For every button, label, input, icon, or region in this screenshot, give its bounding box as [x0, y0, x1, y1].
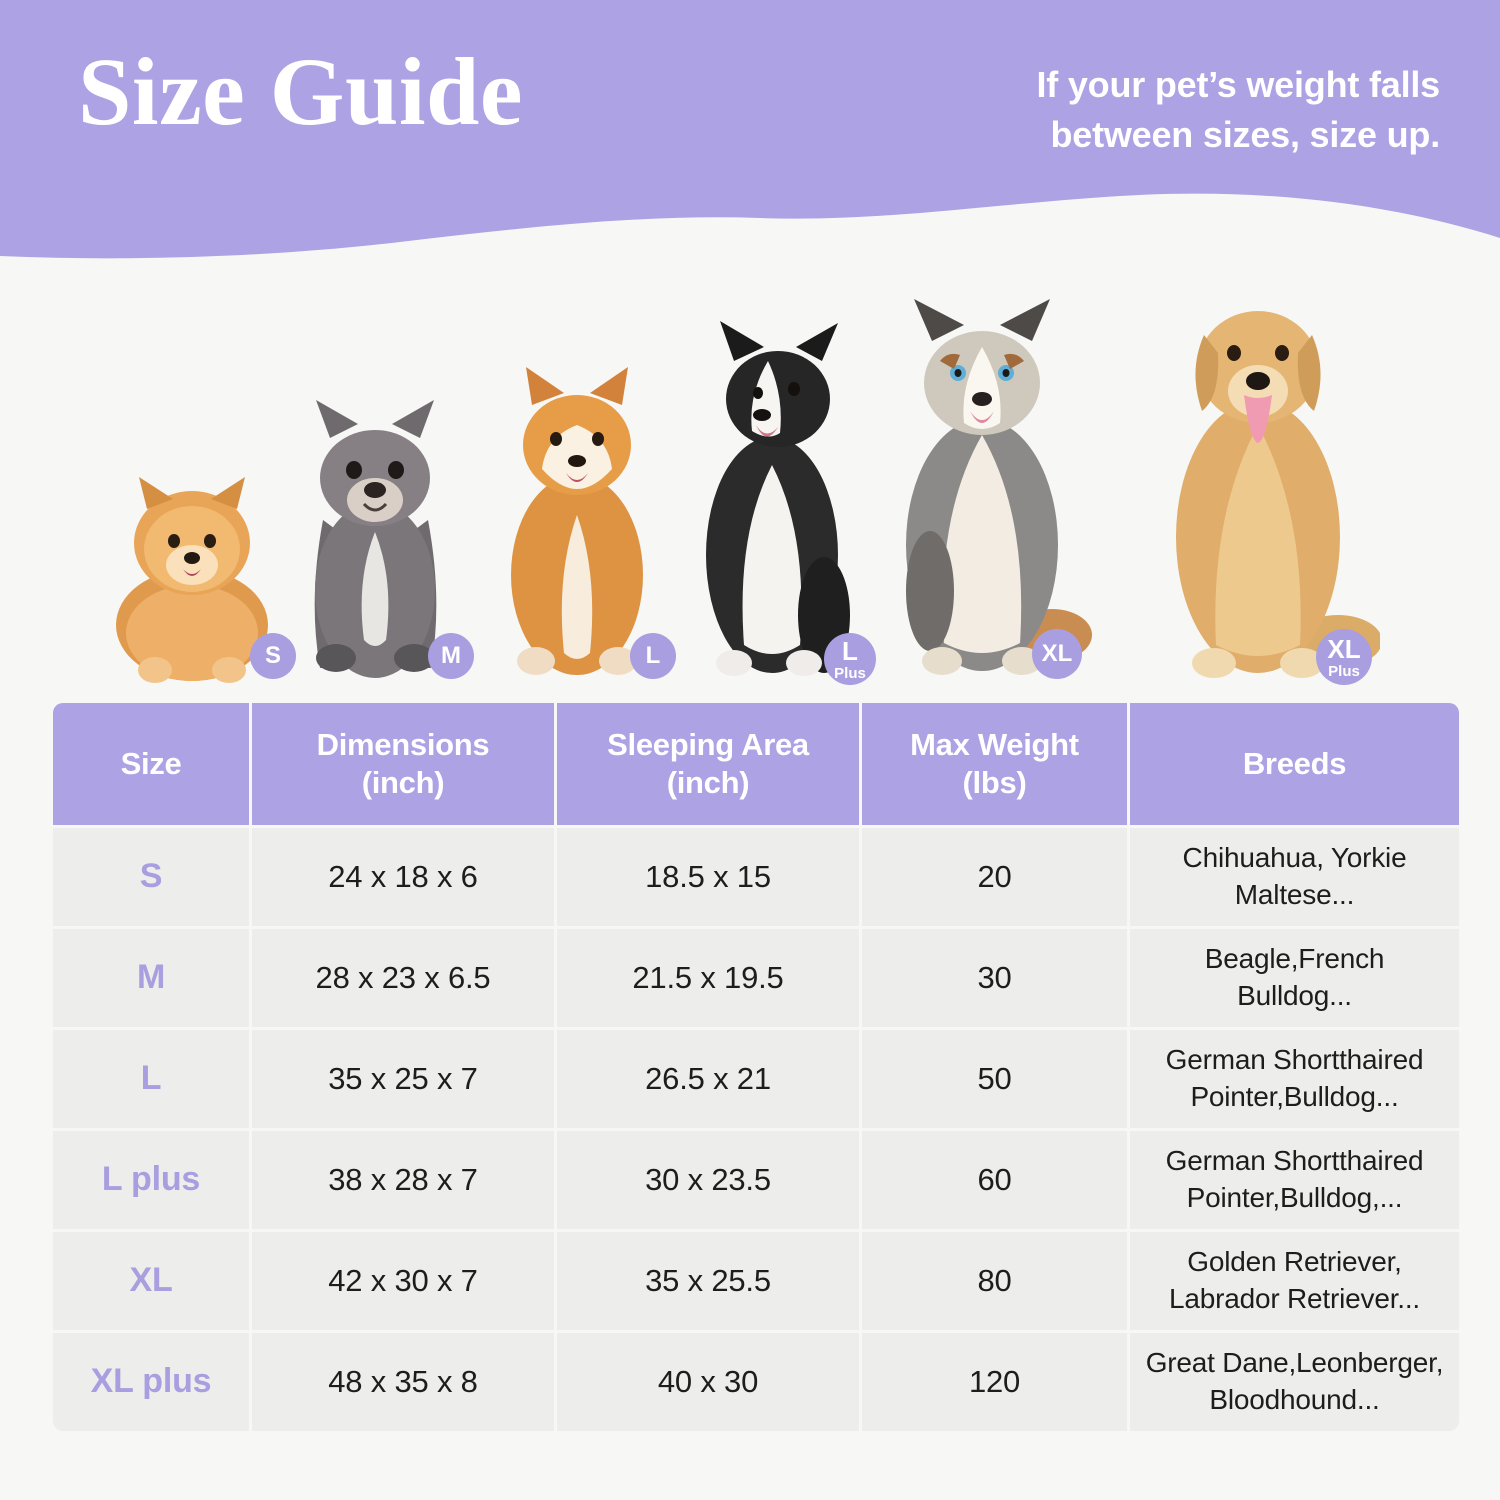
column-header-size: Size	[53, 703, 249, 825]
table-row: S 24 x 18 x 6 18.5 x 15 20 Chihuahua, Yo…	[53, 828, 1459, 926]
column-header-sleeping-area-line1: Sleeping Area	[607, 727, 809, 763]
column-header-max-weight-line1: Max Weight	[910, 727, 1079, 763]
column-header-dimensions-line1: Dimensions	[316, 727, 490, 763]
cell-size: L plus	[53, 1131, 249, 1229]
border-collie-illustration	[706, 321, 850, 676]
column-header-dimensions: Dimensions (inch)	[252, 703, 554, 825]
cell-max-weight: 120	[862, 1333, 1127, 1431]
cell-breeds: Golden Retriever, Labrador Retriever...	[1130, 1232, 1459, 1330]
column-header-max-weight-line2: (lbs)	[962, 765, 1027, 800]
cell-max-weight: 30	[862, 929, 1127, 1027]
dog-french-bulldog: M	[278, 400, 474, 685]
golden-retriever-illustration	[1176, 311, 1380, 678]
size-badge-l-plus: L Plus	[824, 633, 876, 685]
cell-max-weight: 20	[862, 828, 1127, 926]
column-header-dimensions-line2: (inch)	[361, 765, 445, 800]
header-subtitle-line1: If your pet’s weight falls	[1036, 64, 1440, 105]
size-badge-s-label: S	[264, 642, 281, 669]
column-header-breeds-line1: Breeds	[1242, 746, 1347, 782]
dog-pomeranian: S	[95, 465, 296, 685]
cell-breeds: Beagle,French Bulldog...	[1130, 929, 1459, 1027]
cell-breeds: Great Dane,Leonberger, Bloodhound...	[1130, 1333, 1459, 1431]
size-badge-xl-plus-label: XL	[1327, 633, 1361, 664]
table-row: L plus 38 x 28 x 7 30 x 23.5 60 German S…	[53, 1131, 1459, 1229]
header-banner: Size Guide If your pet’s weight falls be…	[0, 0, 1500, 270]
size-badge-xl-label: XL	[1041, 640, 1073, 667]
cell-sleeping-area: 40 x 30	[557, 1333, 859, 1431]
dog-border-collie: L Plus	[672, 315, 876, 685]
cell-dimensions: 24 x 18 x 6	[252, 828, 554, 926]
cell-sleeping-area: 18.5 x 15	[557, 828, 859, 926]
column-header-max-weight: Max Weight (lbs)	[862, 703, 1127, 825]
cell-dimensions: 42 x 30 x 7	[252, 1232, 554, 1330]
size-table-body: S 24 x 18 x 6 18.5 x 15 20 Chihuahua, Yo…	[53, 828, 1459, 1431]
size-table-header: Size Dimensions (inch) Sleeping Area (in…	[53, 703, 1459, 825]
column-header-sleeping-area-line2: (inch)	[666, 765, 750, 800]
header-subtitle: If your pet’s weight falls between sizes…	[900, 60, 1440, 159]
cell-breeds: Chihuahua, Yorkie Maltese...	[1130, 828, 1459, 926]
cell-size: XL plus	[53, 1333, 249, 1431]
cell-sleeping-area: 35 x 25.5	[557, 1232, 859, 1330]
page-title: Size Guide	[78, 38, 524, 145]
shiba-inu-illustration	[511, 367, 643, 675]
size-badge-xl-plus-sub: Plus	[1328, 662, 1360, 680]
cell-max-weight: 50	[862, 1030, 1127, 1128]
size-badge-l-plus-label: L	[842, 635, 858, 666]
column-header-size-line1: Size	[120, 746, 182, 782]
table-header-row: Size Dimensions (inch) Sleeping Area (in…	[53, 703, 1459, 825]
australian-shepherd-illustration	[906, 299, 1092, 675]
size-badge-l: L	[630, 633, 676, 679]
column-header-breeds: Breeds	[1130, 703, 1459, 825]
size-badge-l-plus-sub: Plus	[834, 664, 866, 682]
size-badge-m: M	[428, 633, 474, 679]
cell-sleeping-area: 30 x 23.5	[557, 1131, 859, 1229]
dog-australian-shepherd: XL	[872, 295, 1097, 685]
size-table-container: Size Dimensions (inch) Sleeping Area (in…	[50, 700, 1459, 1434]
size-badge-l-label: L	[645, 642, 661, 669]
cell-dimensions: 48 x 35 x 8	[252, 1333, 554, 1431]
table-row: M 28 x 23 x 6.5 21.5 x 19.5 30 Beagle,Fr…	[53, 929, 1459, 1027]
size-badge-xl: XL	[1032, 629, 1082, 679]
dog-shiba-inu: L	[480, 365, 676, 685]
cell-dimensions: 38 x 28 x 7	[252, 1131, 554, 1229]
table-row: XL 42 x 30 x 7 35 x 25.5 80 Golden Retri…	[53, 1232, 1459, 1330]
size-badge-m-label: M	[441, 642, 461, 669]
table-row: XL plus 48 x 35 x 8 40 x 30 120 Great Da…	[53, 1333, 1459, 1431]
cell-max-weight: 80	[862, 1232, 1127, 1330]
dog-golden-retriever: XL Plus	[1140, 275, 1380, 685]
header-wave-shape	[0, 0, 1500, 259]
cell-sleeping-area: 21.5 x 19.5	[557, 929, 859, 1027]
cell-max-weight: 60	[862, 1131, 1127, 1229]
cell-size: M	[53, 929, 249, 1027]
cell-dimensions: 28 x 23 x 6.5	[252, 929, 554, 1027]
cell-size: XL	[53, 1232, 249, 1330]
cell-dimensions: 35 x 25 x 7	[252, 1030, 554, 1128]
column-header-sleeping-area: Sleeping Area (inch)	[557, 703, 859, 825]
size-badge-xl-plus: XL Plus	[1316, 629, 1372, 685]
cell-sleeping-area: 26.5 x 21	[557, 1030, 859, 1128]
header-subtitle-line2: between sizes, size up.	[1050, 113, 1440, 155]
pomeranian-illustration	[116, 477, 268, 683]
cell-breeds: German Shortthaired Pointer,Bulldog,...	[1130, 1131, 1459, 1229]
size-badge-s: S	[250, 633, 296, 679]
cell-breeds: German Shortthaired Pointer,Bulldog...	[1130, 1030, 1459, 1128]
cell-size: L	[53, 1030, 249, 1128]
dog-size-lineup: S M	[0, 265, 1500, 685]
french-bulldog-illustration	[314, 400, 437, 678]
cell-size: S	[53, 828, 249, 926]
size-table: Size Dimensions (inch) Sleeping Area (in…	[50, 700, 1462, 1434]
table-row: L 35 x 25 x 7 26.5 x 21 50 German Shortt…	[53, 1030, 1459, 1128]
